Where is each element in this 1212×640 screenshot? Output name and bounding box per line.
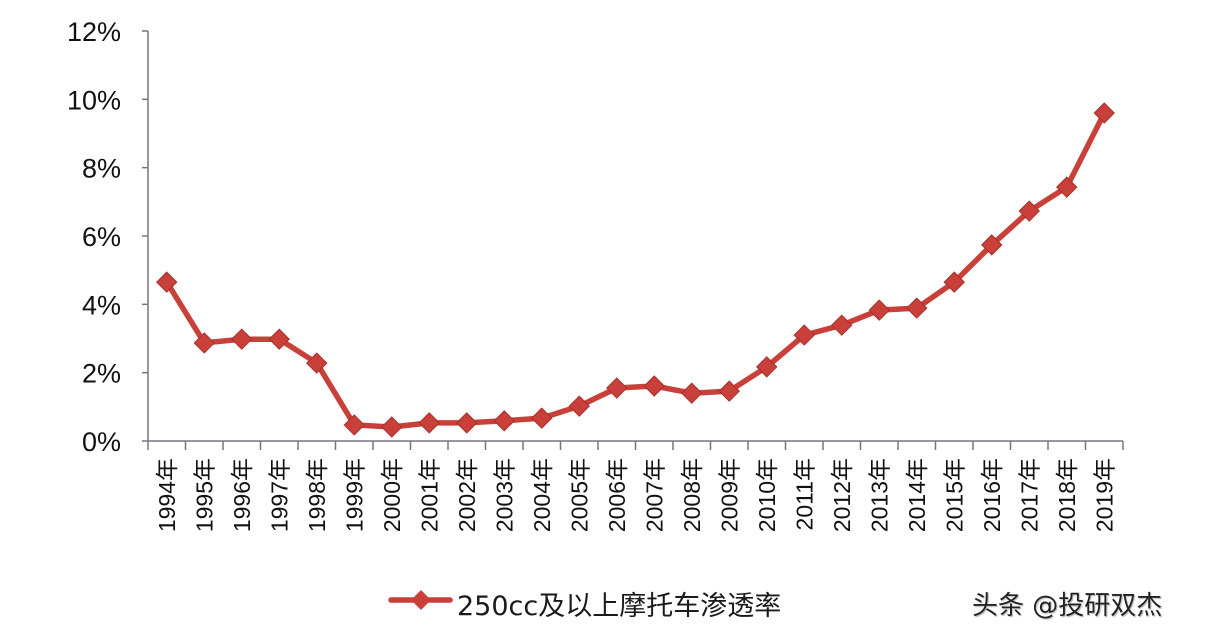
data-point-marker (343, 414, 365, 436)
x-tick-label: 2009年 (716, 458, 742, 532)
data-point-marker (493, 410, 515, 432)
data-point-marker (981, 234, 1003, 256)
x-tick-label: 2005年 (566, 458, 592, 532)
x-tick-label: 2000年 (379, 458, 405, 532)
x-tick-label: 2019年 (1091, 458, 1117, 532)
y-tick-label: 6% (82, 222, 121, 252)
y-axis: 0% 2% 4% 6% 8% 10% 12% (67, 17, 149, 457)
data-point-marker (1018, 200, 1040, 222)
x-tick-label: 2016年 (979, 458, 1005, 532)
x-tick-label: 2017年 (1016, 458, 1042, 532)
legend-marker-icon (388, 590, 453, 610)
y-tick-label: 10% (67, 85, 121, 115)
legend-label: 250cc及以上摩托车渗透率 (457, 591, 782, 622)
data-point-marker (906, 297, 928, 319)
data-point-marker (681, 382, 703, 404)
x-tick-label: 1999年 (341, 458, 367, 532)
data-point-marker (418, 412, 440, 434)
data-point-marker (606, 377, 628, 399)
data-point-marker (943, 271, 965, 293)
data-point-marker (381, 416, 403, 438)
y-tick-label: 8% (82, 154, 121, 184)
x-tick-label: 1995年 (191, 458, 217, 532)
x-tick-label: 2015年 (941, 458, 967, 532)
x-tick-label: 2008年 (679, 458, 705, 532)
x-tick-label: 1996年 (229, 458, 255, 532)
data-point-marker (268, 328, 290, 350)
x-tick-label: 2007年 (641, 458, 667, 532)
x-tick-label: 2004年 (529, 458, 555, 532)
data-point-marker (231, 328, 253, 350)
data-point-marker (531, 407, 553, 429)
data-point-marker (568, 395, 590, 417)
data-point-marker (1093, 102, 1115, 124)
y-tick-label: 4% (82, 290, 121, 320)
x-tick-label: 1997年 (266, 458, 292, 532)
x-tick-label: 2003年 (491, 458, 517, 532)
data-point-marker (756, 356, 778, 378)
data-point-marker (831, 314, 853, 336)
y-tick-label: 2% (82, 359, 121, 389)
x-tick-label: 2012年 (829, 458, 855, 532)
x-tick-label: 1998年 (304, 458, 330, 532)
x-tick-label: 2013年 (866, 458, 892, 532)
x-tick-label: 2014年 (904, 458, 930, 532)
data-point-marker (193, 332, 215, 354)
x-tick-label: 2001年 (416, 458, 442, 532)
x-axis: 1994年 1995年 1996年 1997年 1998年 1999年 2000年 2001年… (147, 440, 1124, 532)
y-tick-label: 12% (67, 17, 121, 47)
x-tick-label: 2002年 (454, 458, 480, 532)
x-tick-label: 2006年 (604, 458, 630, 532)
data-point-marker (718, 380, 740, 402)
x-tick-label: 2018年 (1054, 458, 1080, 532)
x-tick-label: 2011年 (791, 458, 817, 530)
data-point-marker (306, 352, 328, 374)
y-tick-label: 0% (82, 427, 121, 457)
data-point-marker (793, 324, 815, 346)
series-penetration-rate (156, 102, 1115, 438)
data-point-marker (456, 412, 478, 434)
x-tick-label: 1994年 (154, 458, 180, 532)
data-point-marker (156, 271, 178, 293)
watermark: 头条 @投研双杰 (972, 591, 1163, 621)
data-point-marker (643, 375, 665, 397)
x-tick-label: 2010年 (754, 458, 780, 532)
data-point-marker (1056, 176, 1078, 198)
data-point-marker (868, 299, 890, 321)
